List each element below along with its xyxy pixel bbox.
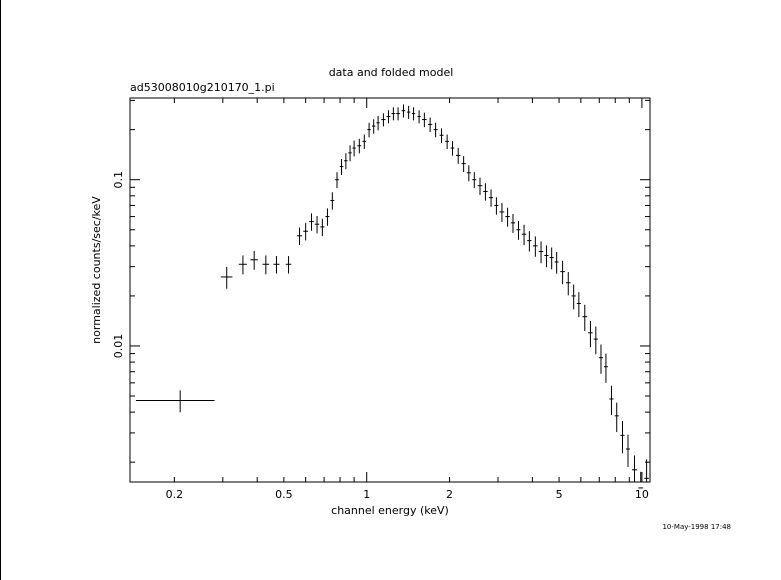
data-point	[386, 110, 391, 124]
data-point	[439, 128, 444, 143]
data-point	[303, 223, 309, 241]
data-point	[396, 107, 400, 121]
data-point	[510, 214, 516, 233]
data-point	[571, 284, 576, 310]
data-point	[411, 107, 416, 121]
y-axis-ticks: 0.1 0.01	[112, 99, 650, 463]
data-point	[598, 344, 603, 374]
data-point	[488, 189, 494, 207]
data-point	[362, 134, 367, 149]
data-point	[461, 156, 466, 172]
x-tick-label: 2	[446, 488, 453, 501]
data-point	[521, 224, 527, 246]
data-point	[638, 471, 644, 489]
timestamp: 10-May-1998 17:48	[662, 523, 731, 531]
data-point	[554, 251, 559, 274]
data-point	[325, 208, 330, 226]
data-point	[472, 172, 477, 189]
data-point	[549, 247, 554, 270]
data-point	[296, 227, 303, 246]
data-point	[309, 213, 314, 231]
data-point	[466, 165, 471, 182]
data-point	[381, 113, 386, 127]
data-point	[450, 141, 455, 156]
chart-subtitle: ad53008010g210170_1.pi	[130, 81, 275, 94]
data-point	[538, 241, 544, 264]
x-tick-label: 0.2	[166, 488, 184, 501]
data-point	[593, 326, 598, 355]
data-point	[135, 390, 215, 413]
data-point	[483, 183, 488, 201]
data-point	[367, 122, 371, 138]
data-point	[320, 218, 325, 237]
x-axis-ticks: 0.2 0.5 1 2 5 10	[166, 98, 649, 501]
data-point	[499, 203, 505, 222]
data-point	[445, 134, 449, 149]
y-axis-label: normalized counts/sec/keV	[90, 196, 103, 344]
data-point	[527, 231, 532, 252]
data-point	[614, 402, 619, 432]
data-point	[576, 292, 581, 317]
data-point	[406, 105, 411, 119]
data-point	[532, 236, 538, 257]
data-point	[262, 255, 270, 275]
data-point	[588, 320, 593, 348]
data-point	[477, 177, 483, 195]
data-point	[428, 117, 433, 133]
data-point	[582, 304, 588, 332]
data-point	[644, 459, 649, 482]
data-point	[335, 172, 339, 189]
chart-title: data and folded model	[329, 66, 454, 79]
data-point	[238, 255, 247, 275]
data-point	[620, 420, 625, 454]
x-tick-label: 10	[635, 488, 649, 501]
data-point	[339, 158, 344, 175]
data-point	[352, 140, 356, 157]
data-point	[344, 153, 348, 170]
data-point	[391, 107, 396, 121]
plot-frame	[129, 97, 651, 483]
data-point	[330, 192, 335, 210]
data-point	[631, 455, 638, 482]
data-point	[220, 266, 233, 289]
data-points	[135, 104, 649, 489]
data-point	[516, 220, 521, 240]
data-point	[494, 197, 499, 215]
data-point	[625, 434, 630, 467]
left-edge-line	[0, 0, 1, 580]
x-tick-label: 5	[556, 488, 563, 501]
data-point	[357, 138, 362, 154]
data-point	[314, 216, 320, 234]
data-point	[285, 256, 292, 274]
data-point	[371, 119, 376, 134]
data-point	[273, 256, 280, 274]
data-point	[401, 104, 406, 118]
data-point	[250, 250, 258, 270]
x-axis-label: channel energy (keV)	[331, 504, 449, 517]
y-tick-label: 0.1	[112, 171, 125, 189]
data-point	[609, 385, 614, 416]
data-point	[422, 112, 427, 128]
data-point	[376, 115, 380, 131]
x-tick-label: 0.5	[275, 488, 293, 501]
data-point	[505, 207, 510, 227]
data-point	[603, 353, 608, 383]
data-point	[455, 147, 461, 164]
data-point	[417, 110, 421, 124]
data-point	[566, 272, 571, 296]
data-point	[433, 122, 438, 138]
x-tick-label: 1	[363, 488, 370, 501]
data-point	[348, 145, 352, 162]
y-tick-label: 0.01	[112, 334, 125, 359]
data-point	[560, 260, 565, 285]
data-point	[544, 245, 549, 268]
